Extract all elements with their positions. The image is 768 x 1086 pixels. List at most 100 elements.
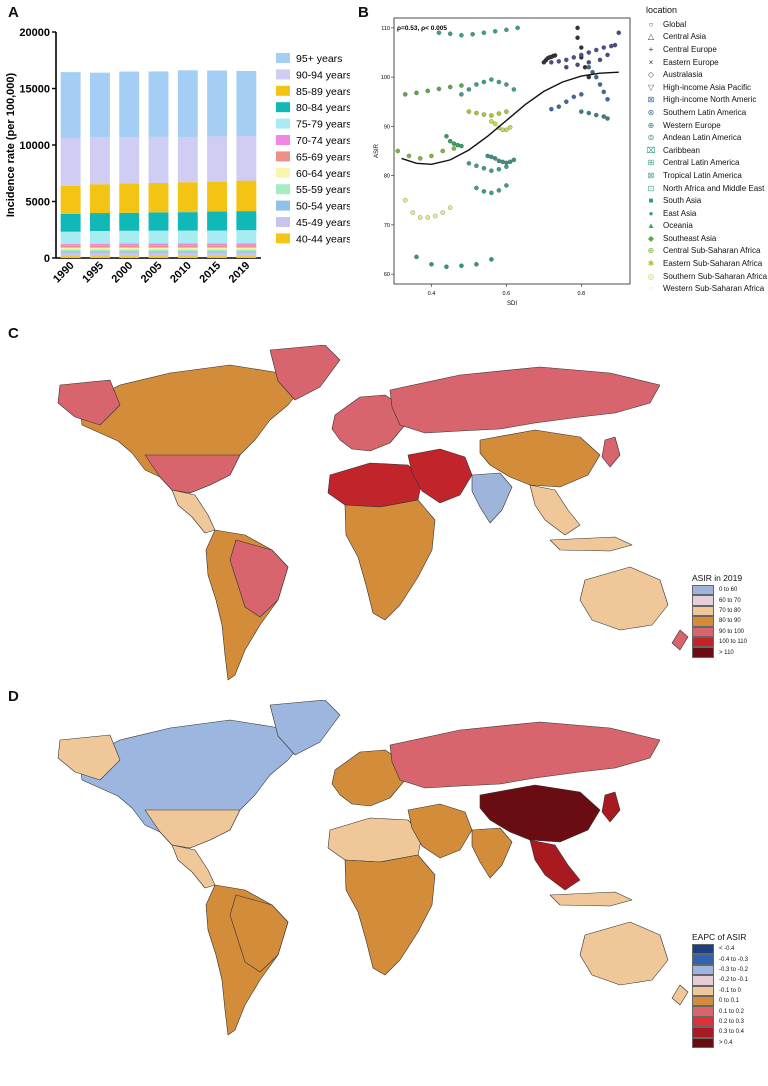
scatter-point (492, 156, 498, 161)
region-europe (331, 394, 406, 452)
scatter-point (451, 146, 457, 151)
bar-segment (148, 182, 169, 213)
scatter-point (504, 160, 509, 166)
region-central-america (171, 489, 216, 534)
scatter-legend-label: High-income North Americ (663, 95, 757, 105)
legend-marker-icon: ○ (648, 284, 654, 294)
legend-swatch (692, 954, 714, 965)
x-tick-label: 1995 (80, 260, 106, 286)
scatter-point (582, 65, 588, 70)
region-africa-north (327, 817, 423, 863)
scatter-point (395, 148, 400, 154)
bar-segment (148, 243, 169, 246)
scatter-point (444, 133, 449, 139)
bar-segment (236, 180, 257, 212)
legend-swatch (692, 1037, 714, 1048)
map-c-legend: ASIR in 2019 0 to 60 60 to 70 70 to 80 80 t… (692, 573, 747, 658)
region-australia (579, 921, 669, 986)
legend-marker-icon: ⊠ (647, 170, 655, 180)
world-map-asir-2019 (57, 345, 689, 681)
scatter-point (601, 89, 607, 95)
bar-segment (119, 230, 140, 244)
scatter-legend-label: Southern Sub-Saharan Africa (663, 271, 768, 281)
bar-segment (148, 249, 169, 252)
scatter-point (436, 86, 442, 92)
bar-segment (177, 252, 198, 257)
bar-segment (148, 212, 169, 231)
x-tick-label: 2019 (227, 260, 253, 286)
legend-marker-icon: ▽ (647, 82, 655, 92)
scatter-legend-label: Western Europe (663, 120, 721, 130)
bar-segment (236, 256, 257, 258)
legend-label: 0.1 to 0.2 (719, 1008, 745, 1015)
y-tick-label: 20000 (19, 27, 50, 39)
scatter-point (425, 88, 430, 94)
region-indonesia (549, 536, 633, 552)
bar-segment (60, 185, 81, 214)
bar-segment (60, 252, 81, 257)
scatter-point (496, 111, 502, 116)
scatter-point (474, 163, 479, 169)
scatter-legend-item: ⌧ Caribbean (646, 144, 767, 157)
bar-segment (207, 252, 228, 257)
scatter-point (403, 198, 408, 203)
legend-swatch (692, 605, 714, 617)
scatter-point (616, 30, 621, 36)
region-new-zealand (671, 629, 689, 651)
scatter-point (425, 215, 430, 220)
region-australia (579, 566, 669, 631)
scatter-point (474, 82, 479, 87)
bar-segment (119, 243, 140, 246)
fit-line (401, 71, 619, 166)
bar-segment (60, 247, 81, 250)
bar-segment (236, 245, 257, 248)
bar-segment (177, 136, 198, 183)
legend-swatch (692, 626, 714, 637)
scatter-point (481, 166, 487, 171)
bar-segment (148, 245, 169, 248)
scatter-legend-item: ⊕ Central Sub-Saharan Africa (646, 245, 767, 258)
scatter-point (403, 92, 408, 97)
region-europe (331, 749, 406, 807)
x-axis-label: SDI (507, 301, 517, 307)
scatter-point (489, 257, 494, 262)
scatter-point (594, 74, 599, 80)
region-greenland (269, 345, 341, 401)
scatter-point (504, 164, 509, 169)
bar-segment (207, 249, 228, 252)
legend-item: > 110 (692, 647, 747, 658)
bar-segment (207, 251, 228, 253)
scatter-point (504, 127, 509, 133)
legend-marker-icon: × (648, 57, 654, 67)
panel-b-label: B (358, 4, 369, 21)
y-tick-label: 0 (44, 253, 50, 265)
bar-segment (89, 230, 110, 244)
scatter-point (612, 42, 618, 48)
bar-segment (236, 252, 257, 257)
scatter-legend-item: ○ Global (646, 18, 767, 31)
bar-segment (89, 72, 110, 138)
legend-swatch (692, 636, 714, 648)
scatter-point (447, 138, 453, 144)
legend-marker-icon: ⊕ (647, 120, 655, 130)
panel-c-label: C (8, 325, 19, 342)
scatter-point (504, 109, 509, 114)
bar-segment (89, 245, 110, 248)
x-tick-label: 2010 (168, 260, 194, 286)
legend-item: 0 to 60 (692, 585, 747, 596)
legend-swatch (692, 595, 714, 606)
scatter-legend-item: ⊠ High-income North Americ (646, 94, 767, 107)
scatter-point (466, 161, 472, 166)
plot-frame (393, 17, 631, 285)
legend-item: 70 to 80 (692, 605, 747, 617)
scatter-point (466, 87, 472, 92)
scatter-legend-label: Eastern Europe (663, 57, 719, 67)
legend-label: > 0.4 (719, 1039, 733, 1046)
bar-segment (148, 71, 169, 137)
scatter-legend-item: △ Central Asia (646, 31, 767, 44)
region-greenland (269, 700, 341, 756)
scatter-point (552, 53, 558, 58)
legend-label: 70 to 80 (719, 607, 741, 614)
bar-segment (119, 256, 140, 258)
legend-swatch (692, 1016, 714, 1028)
